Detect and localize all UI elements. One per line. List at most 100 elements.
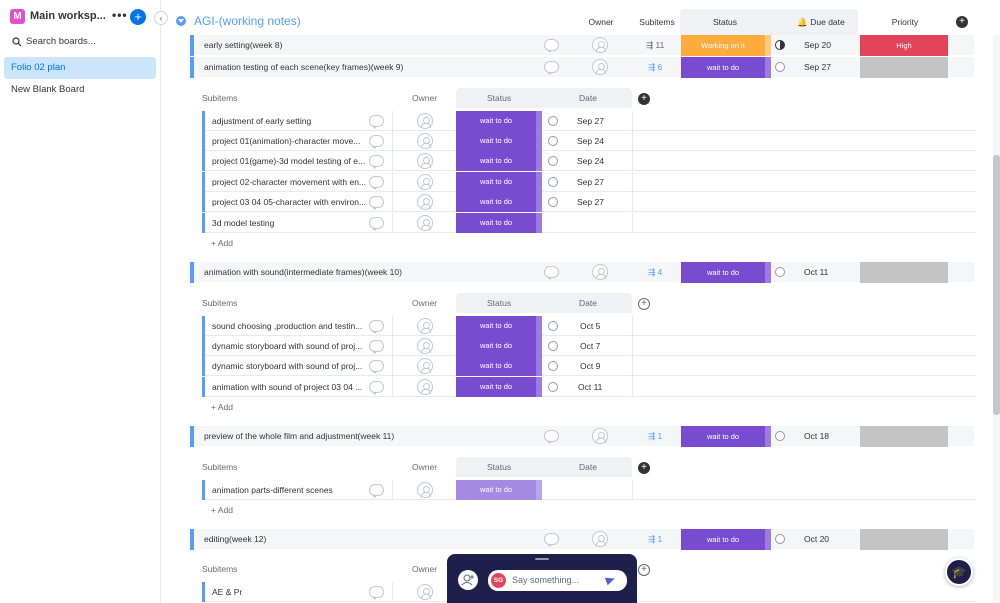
owner-avatar-icon[interactable] xyxy=(592,428,608,444)
priority-label[interactable] xyxy=(860,426,948,447)
owner-avatar-icon[interactable] xyxy=(417,358,433,374)
item-name[interactable]: animation with sound(intermediate frames… xyxy=(204,267,402,277)
subitems-col-status[interactable]: Status xyxy=(487,298,512,308)
subitems-count[interactable]: ⇶ 6 xyxy=(648,57,662,78)
subitem-row[interactable]: 3d model testing wait to do xyxy=(202,213,976,233)
add-subitem-column-icon[interactable]: + xyxy=(638,298,650,310)
subitem-status[interactable]: wait to do xyxy=(456,356,536,376)
sidebar-item-new-blank-board[interactable]: New Blank Board xyxy=(11,84,85,95)
subitem-name[interactable]: adjustment of early setting xyxy=(212,116,312,126)
status-label[interactable]: wait to do xyxy=(681,426,765,447)
updates-icon[interactable] xyxy=(544,533,559,547)
subitem-date[interactable]: Sep 27 xyxy=(577,116,604,126)
owner-avatar-icon[interactable] xyxy=(417,338,433,354)
workspace-more-icon[interactable]: ••• xyxy=(112,8,128,22)
subitem-name[interactable]: 3d model testing xyxy=(212,218,275,228)
column-subitems[interactable]: Subitems xyxy=(639,17,675,27)
subitem-name[interactable]: project 01(animation)-character move... xyxy=(212,136,361,146)
item-name[interactable]: preview of the whole film and adjustment… xyxy=(204,431,395,441)
updates-icon[interactable] xyxy=(369,340,384,354)
item-row[interactable]: animation testing of each scene(key fram… xyxy=(190,57,974,78)
owner-avatar-icon[interactable] xyxy=(592,59,608,75)
owner-avatar-icon[interactable] xyxy=(417,113,433,129)
subitem-name[interactable]: animation with sound of project 03 04 ..… xyxy=(212,382,363,392)
subitems-count[interactable]: ⇶ 1 xyxy=(648,426,662,447)
subitems-count[interactable]: ⇶ 11 xyxy=(646,35,664,56)
priority-label[interactable]: High xyxy=(860,35,948,56)
subitem-status[interactable]: wait to do xyxy=(456,172,536,192)
owner-avatar-icon[interactable] xyxy=(417,318,433,334)
subitem-row[interactable]: animation with sound of project 03 04 ..… xyxy=(202,377,976,397)
owner-avatar-icon[interactable] xyxy=(592,264,608,280)
updates-icon[interactable] xyxy=(369,586,384,600)
subitems-col-status[interactable]: Status xyxy=(487,93,512,103)
add-subitem-column-icon[interactable]: + xyxy=(638,462,650,474)
updates-icon[interactable] xyxy=(369,360,384,374)
column-owner[interactable]: Owner xyxy=(588,17,614,27)
status-label[interactable]: Working on it xyxy=(681,35,765,56)
add-subitem-link[interactable]: + Add xyxy=(211,238,233,248)
subitems-col-owner[interactable]: Owner xyxy=(412,462,438,472)
add-column-icon[interactable]: + xyxy=(956,16,968,28)
workspace-logo[interactable]: M xyxy=(10,9,25,24)
priority-label[interactable] xyxy=(860,529,948,550)
updates-icon[interactable] xyxy=(369,381,384,395)
subitem-row[interactable]: project 01(animation)-character move... … xyxy=(202,131,976,151)
subitem-date[interactable]: Oct 7 xyxy=(580,341,601,351)
subitem-status[interactable]: wait to do xyxy=(456,336,536,356)
item-name[interactable]: animation testing of each scene(key fram… xyxy=(204,62,404,72)
subitem-status[interactable]: wait to do xyxy=(456,131,536,151)
learning-center-icon[interactable]: 🎓 xyxy=(945,558,973,586)
subitems-col-name[interactable]: Subitems xyxy=(202,298,238,308)
item-name[interactable]: editing(week 12) xyxy=(204,534,267,544)
subitem-date[interactable]: Oct 9 xyxy=(580,361,601,371)
item-name[interactable]: early setting(week 8) xyxy=(204,40,283,50)
subitem-name[interactable]: animation parts-different scenes xyxy=(212,485,333,495)
owner-avatar-icon[interactable] xyxy=(592,37,608,53)
subitems-col-date[interactable]: Date xyxy=(579,298,597,308)
owner-avatar-icon[interactable] xyxy=(417,133,433,149)
subitems-col-owner[interactable]: Owner xyxy=(412,298,438,308)
group-title[interactable]: AGI-(working notes) xyxy=(194,14,301,28)
subitems-col-date[interactable]: Date xyxy=(579,93,597,103)
subitem-name[interactable]: project 01(game)-3d model testing of e..… xyxy=(212,156,366,166)
owner-avatar-icon[interactable] xyxy=(417,482,433,498)
updates-icon[interactable] xyxy=(369,135,384,149)
owner-avatar-icon[interactable] xyxy=(417,174,433,190)
item-row[interactable]: early setting(week 8) ⇶ 11 Working on it… xyxy=(190,35,974,56)
due-date[interactable]: Oct 11 xyxy=(804,267,829,277)
subitem-status[interactable]: wait to do xyxy=(456,151,536,171)
updates-icon[interactable] xyxy=(369,320,384,334)
add-subitem-column-icon[interactable]: + xyxy=(638,564,650,576)
subitem-status[interactable]: wait to do xyxy=(456,377,536,397)
send-icon[interactable] xyxy=(604,574,617,586)
item-row[interactable]: animation with sound(intermediate frames… xyxy=(190,262,974,283)
search-boards[interactable]: Search boards... xyxy=(12,36,96,47)
due-date[interactable]: Oct 20 xyxy=(804,534,830,544)
subitem-row[interactable]: dynamic storyboard with sound of proj...… xyxy=(202,336,976,356)
subitems-col-name[interactable]: Subitems xyxy=(202,462,238,472)
column-priority[interactable]: Priority xyxy=(891,17,919,27)
subitem-row[interactable]: project 02-character movement with en...… xyxy=(202,172,976,192)
updates-icon[interactable] xyxy=(369,155,384,169)
item-row[interactable]: editing(week 12) ⇶ 1 wait to do Oct 20 xyxy=(190,529,974,550)
updates-icon[interactable] xyxy=(544,266,559,280)
add-subitem-column-icon[interactable]: + xyxy=(638,93,650,105)
priority-label[interactable] xyxy=(860,262,948,283)
collapse-sidebar-icon[interactable]: ‹ xyxy=(154,11,168,25)
owner-avatar-icon[interactable] xyxy=(417,379,433,395)
subitems-col-owner[interactable]: Owner xyxy=(412,564,438,574)
subitem-status[interactable]: wait to do xyxy=(456,111,536,131)
status-label[interactable]: wait to do xyxy=(681,262,765,283)
subitem-name[interactable]: AE & Pr xyxy=(212,587,243,597)
subitem-date[interactable]: Sep 24 xyxy=(577,156,604,166)
updates-icon[interactable] xyxy=(544,61,559,75)
subitem-name[interactable]: dynamic storyboard with sound of proj... xyxy=(212,361,363,371)
due-date[interactable]: Oct 18 xyxy=(804,431,830,441)
subitem-name[interactable]: project 02-character movement with en... xyxy=(212,177,367,187)
updates-icon[interactable] xyxy=(369,484,384,498)
due-date[interactable]: Sep 27 xyxy=(804,62,831,72)
subitem-date[interactable]: Oct 11 xyxy=(578,382,603,392)
updates-icon[interactable] xyxy=(544,39,559,53)
item-row[interactable]: preview of the whole film and adjustment… xyxy=(190,426,974,447)
